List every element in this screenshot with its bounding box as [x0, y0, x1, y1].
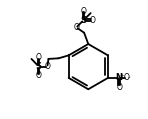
Text: S: S	[81, 16, 87, 25]
Text: O: O	[73, 23, 79, 32]
Text: O: O	[36, 71, 42, 80]
Text: -: -	[128, 74, 130, 80]
Text: O: O	[116, 83, 122, 92]
Text: O: O	[36, 53, 42, 62]
Text: O: O	[123, 73, 129, 82]
Text: O: O	[90, 16, 95, 25]
Text: S: S	[36, 62, 42, 71]
Text: +: +	[119, 73, 124, 78]
Text: N: N	[116, 73, 123, 82]
Text: O: O	[45, 62, 50, 71]
Text: O: O	[81, 7, 86, 16]
